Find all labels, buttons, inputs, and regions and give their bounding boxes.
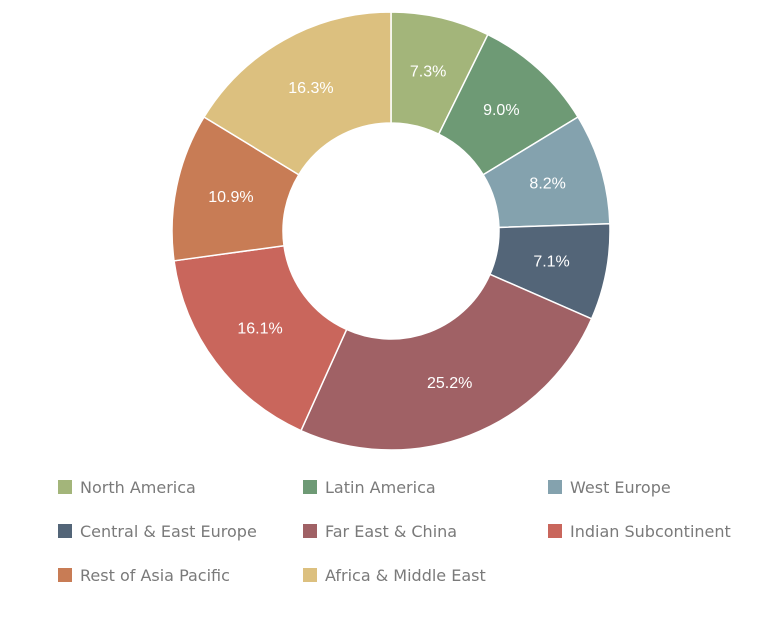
legend-swatch [548, 524, 562, 538]
slice-value-label: 25.2% [427, 375, 472, 392]
legend-label: Africa & Middle East [325, 565, 486, 585]
slice-far-east-china[interactable] [299, 273, 593, 451]
slice-value-label: 16.1% [237, 320, 282, 337]
slice-value-label: 10.9% [208, 189, 253, 206]
legend-item[interactable]: Rest of Asia Pacific [58, 564, 303, 586]
slice-value-label: 7.1% [533, 253, 569, 270]
legend-item[interactable]: North America [58, 476, 303, 498]
legend-swatch [58, 524, 72, 538]
chart-legend: North America Latin America West Europe Cen… [58, 476, 758, 586]
legend-swatch [58, 480, 72, 494]
legend-item[interactable]: Central & East Europe [58, 520, 303, 542]
legend-item[interactable]: Africa & Middle East [303, 564, 548, 586]
legend-label: Far East & China [325, 521, 458, 541]
slice-value-label: 7.3% [410, 63, 446, 80]
legend-item[interactable]: West Europe [548, 476, 758, 498]
legend-item[interactable]: Latin America [303, 476, 548, 498]
legend-label: Indian Subcontinent [570, 521, 731, 541]
slice-value-label: 9.0% [483, 102, 519, 119]
legend-swatch [303, 480, 317, 494]
slice-value-label: 8.2% [529, 176, 565, 193]
legend-label: Central & East Europe [80, 521, 257, 541]
legend-label: North America [80, 477, 196, 497]
donut-chart-svg: 7.3% 9.0% 8.2% 7.1% 25.2% 16.1% 10.9% 16.3% [171, 11, 611, 451]
legend-label: West Europe [570, 477, 671, 497]
legend-swatch [303, 524, 317, 538]
legend-swatch [548, 480, 562, 494]
legend-label: Latin America [325, 477, 436, 497]
legend-label: Rest of Asia Pacific [80, 565, 230, 585]
slice-africa-middle-east[interactable] [202, 11, 392, 176]
legend-swatch [303, 568, 317, 582]
legend-item[interactable]: Far East & China [303, 520, 548, 542]
slice-value-label: 16.3% [288, 80, 333, 97]
legend-item[interactable]: Indian Subcontinent [548, 520, 758, 542]
legend-swatch [58, 568, 72, 582]
slice-indian-subcontinent[interactable] [173, 244, 348, 432]
